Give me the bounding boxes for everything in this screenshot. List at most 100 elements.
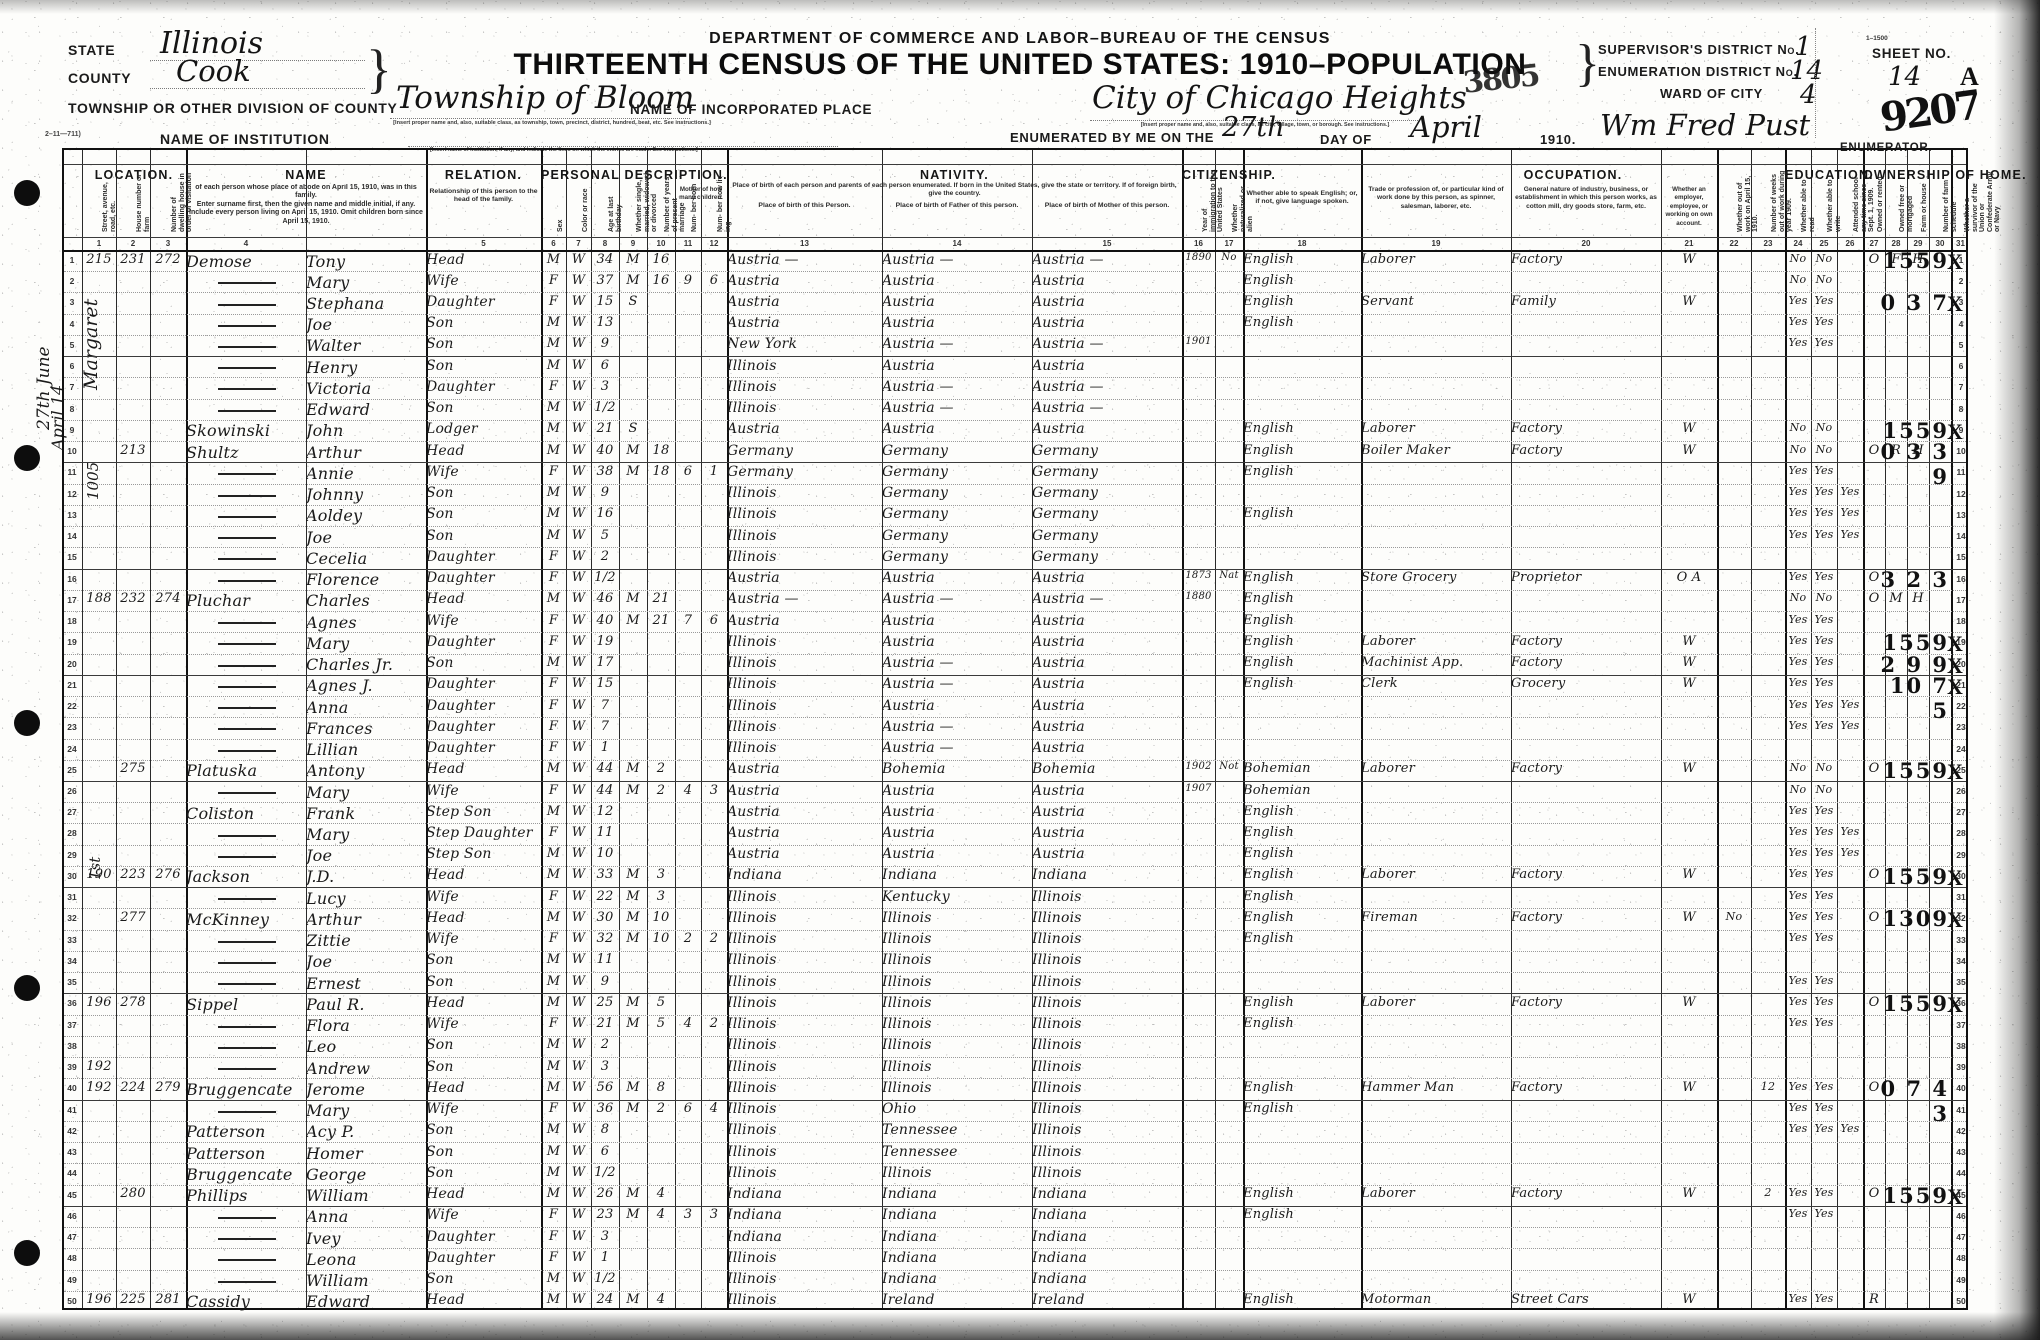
cell-color: W bbox=[571, 952, 586, 968]
ditto-dash bbox=[218, 983, 276, 986]
cell-read: Yes bbox=[1788, 633, 1808, 647]
cell-color: W bbox=[571, 1186, 586, 1202]
row-number: 7 bbox=[69, 382, 75, 393]
cell-relation: Son bbox=[426, 357, 454, 374]
ditto-dash bbox=[218, 643, 276, 646]
column-number: 29 bbox=[1913, 239, 1923, 248]
cell-language: English bbox=[1243, 272, 1294, 288]
cell-living: 4 bbox=[709, 1101, 719, 1117]
cell-bp_mother: Illinois bbox=[1032, 1037, 1082, 1054]
cell-sex: M bbox=[546, 867, 561, 883]
cell-given: Paul R. bbox=[306, 994, 365, 1014]
row-divider bbox=[64, 908, 1966, 910]
cell-bp_self: Illinois bbox=[727, 506, 777, 523]
cell-industry: Factory bbox=[1511, 994, 1563, 1010]
cell-age: 26 bbox=[596, 1186, 614, 1202]
column-description: Place of birth of each person and parent… bbox=[732, 182, 1177, 198]
x-mark: X bbox=[1947, 652, 1963, 678]
cell-read: Yes bbox=[1788, 931, 1808, 945]
cell-color: W bbox=[571, 251, 586, 267]
coded-entry: 1309 bbox=[1882, 906, 1949, 932]
column-number: 19 bbox=[1431, 239, 1441, 248]
cell-relation: Head bbox=[426, 1079, 465, 1096]
cell-read: Yes bbox=[1788, 315, 1808, 329]
cell-living: 2 bbox=[709, 931, 719, 947]
ditto-dash bbox=[218, 792, 276, 795]
cell-relation: Son bbox=[426, 1164, 454, 1181]
row-number-right: 44 bbox=[1956, 1168, 1966, 1179]
cell-sex: F bbox=[548, 272, 559, 288]
cell-bp_father: Austria bbox=[882, 803, 935, 820]
cell-bp_mother: Illinois bbox=[1032, 1016, 1082, 1033]
cell-industry: Factory bbox=[1511, 1186, 1563, 1202]
census-title: THIRTEENTH CENSUS OF THE UNITED STATES: … bbox=[513, 48, 1527, 81]
cell-bp_self: Illinois bbox=[727, 1271, 777, 1288]
county-rule bbox=[150, 88, 365, 89]
cell-marital: M bbox=[626, 1101, 640, 1117]
row-number-right: 20 bbox=[1956, 658, 1966, 669]
state-value: Illinois bbox=[160, 26, 264, 61]
row-number-right: 7 bbox=[1958, 382, 1964, 393]
ditto-dash bbox=[218, 1110, 276, 1113]
row-number: 9 bbox=[69, 424, 75, 435]
cell-read: No bbox=[1789, 272, 1807, 286]
cell-marital: M bbox=[626, 761, 640, 777]
cell-free: F bbox=[1891, 251, 1901, 267]
row-number-right: 18 bbox=[1956, 616, 1966, 627]
cell-bp_self: Illinois bbox=[727, 485, 777, 502]
cell-street: 192 bbox=[86, 1079, 112, 1095]
ditto-dash bbox=[218, 707, 276, 710]
row-number: 44 bbox=[67, 1168, 77, 1179]
cell-sex: M bbox=[546, 421, 561, 437]
cell-sex: M bbox=[546, 761, 561, 777]
cell-surname: Shultz bbox=[186, 442, 239, 462]
cell-marital: M bbox=[626, 591, 640, 607]
cell-write: Yes bbox=[1814, 676, 1834, 690]
enumerated-month-value: April bbox=[1410, 110, 1482, 144]
cell-bp_father: Austria bbox=[882, 315, 935, 332]
row-divider bbox=[64, 271, 1966, 273]
scan-edge-bottom bbox=[0, 1312, 2040, 1340]
cell-relation: Daughter bbox=[426, 740, 495, 757]
cell-given: Mary bbox=[306, 824, 350, 844]
cell-sex: M bbox=[546, 315, 561, 331]
cell-color: W bbox=[571, 293, 586, 309]
cell-sex: F bbox=[548, 676, 559, 692]
cell-language: English bbox=[1243, 803, 1294, 819]
cell-marital: M bbox=[626, 1016, 640, 1032]
cell-read: Yes bbox=[1788, 676, 1808, 690]
cell-surname: Jackson bbox=[186, 867, 251, 887]
cell-language: English bbox=[1243, 867, 1294, 883]
cell-color: W bbox=[571, 1249, 586, 1265]
cell-age: 11 bbox=[596, 824, 614, 840]
row-number: 46 bbox=[67, 1210, 77, 1221]
cell-bp_self: Austria bbox=[727, 570, 780, 587]
cell-write: Yes bbox=[1814, 846, 1834, 860]
institution-rule bbox=[408, 146, 838, 147]
row-divider bbox=[64, 993, 1966, 995]
column-divider bbox=[1511, 150, 1512, 1308]
row-number: 39 bbox=[67, 1062, 77, 1073]
cell-relation: Daughter bbox=[426, 570, 495, 587]
cell-color: W bbox=[571, 421, 586, 437]
punch-hole bbox=[14, 445, 40, 471]
x-mark: X bbox=[1947, 864, 1963, 890]
cell-bp_father: Austria — bbox=[882, 400, 954, 417]
cell-language: English bbox=[1243, 909, 1294, 925]
cell-years: 18 bbox=[652, 442, 670, 458]
row-number: 22 bbox=[67, 701, 77, 712]
cell-write: Yes bbox=[1814, 633, 1834, 647]
state-rule bbox=[150, 60, 365, 61]
row-divider bbox=[64, 1120, 1966, 1122]
cell-read: Yes bbox=[1788, 527, 1808, 541]
row-divider bbox=[64, 738, 1966, 740]
cell-relation: Head bbox=[426, 442, 465, 459]
row-divider bbox=[64, 313, 1966, 315]
cell-bp_father: Austria — bbox=[882, 591, 954, 608]
cell-given: Joe bbox=[306, 527, 333, 547]
group-header: OCCUPATION. bbox=[1523, 168, 1623, 182]
cell-house: 224 bbox=[120, 1079, 146, 1095]
cell-marital: M bbox=[626, 782, 640, 798]
cell-read: No bbox=[1789, 591, 1807, 605]
cell-given: Cecelia bbox=[306, 548, 368, 568]
